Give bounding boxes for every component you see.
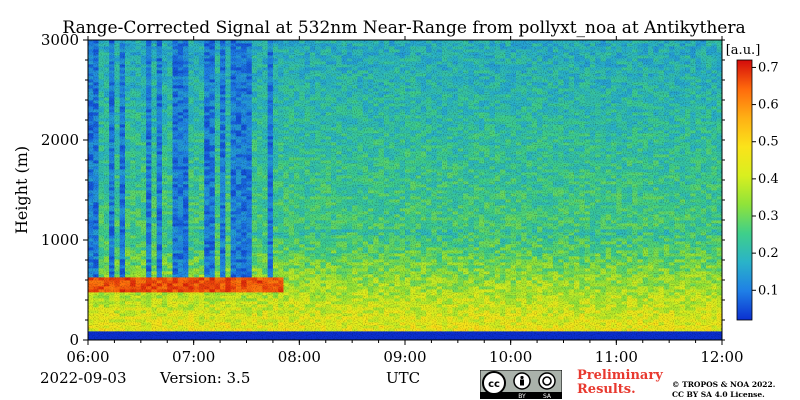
plot-area	[87, 39, 723, 341]
chart-title: Range-Corrected Signal at 532nm Near-Ran…	[62, 18, 745, 38]
